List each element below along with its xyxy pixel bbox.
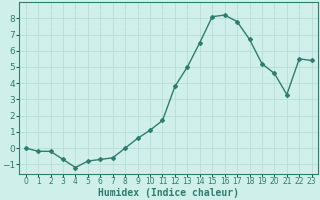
X-axis label: Humidex (Indice chaleur): Humidex (Indice chaleur) (98, 188, 239, 198)
